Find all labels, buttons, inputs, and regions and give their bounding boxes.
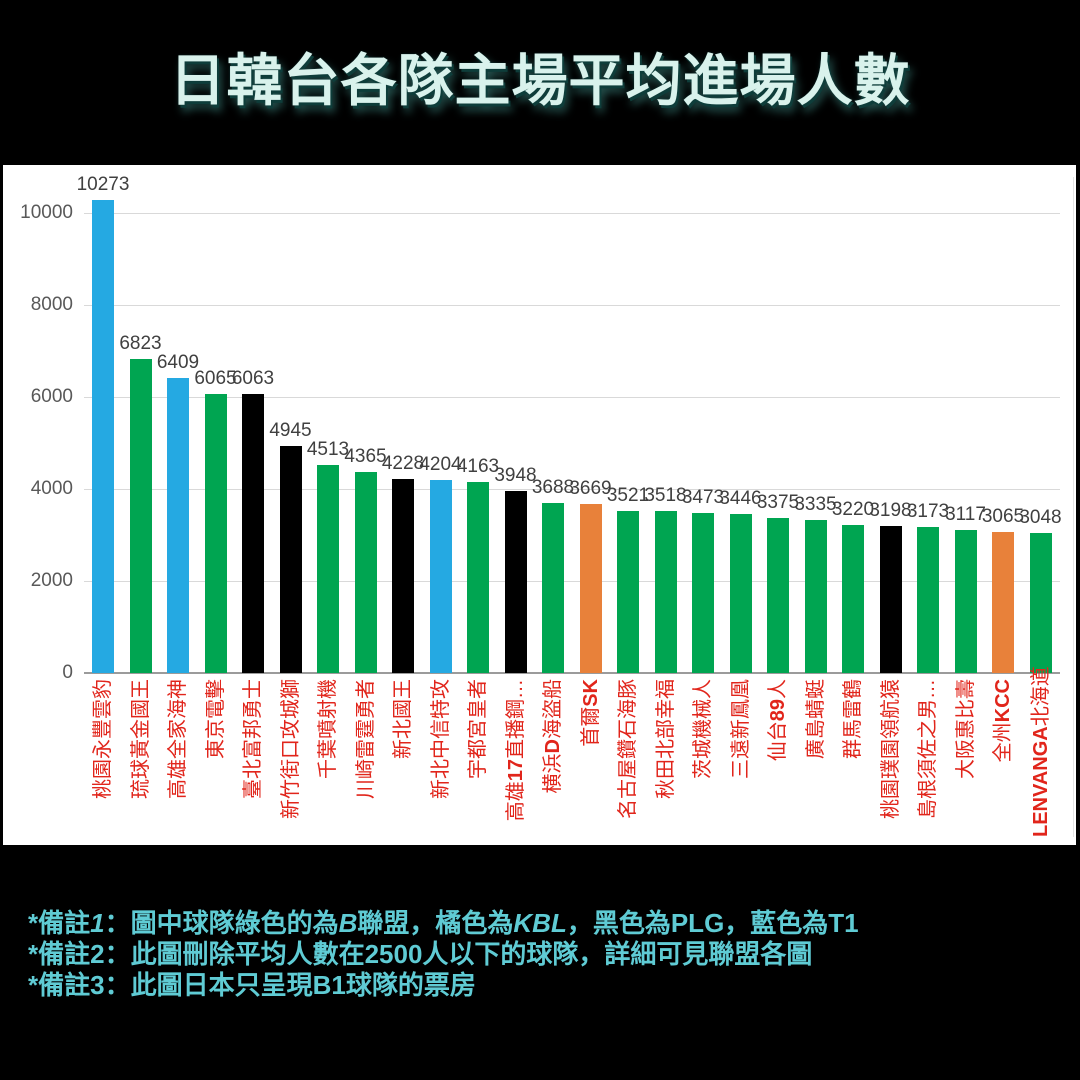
bar-value-label: 3688: [531, 477, 575, 498]
page-title: 日韓台各隊主場平均進場人數: [169, 49, 911, 112]
bar-value-label: 3518: [644, 485, 687, 506]
bar-value-label: 4365: [344, 446, 387, 467]
category-label: 新北中信特攻: [429, 679, 452, 799]
plot-right-border: [1073, 177, 1074, 837]
bar-t1: [92, 200, 114, 673]
category-label: 新竹街口攻城獅: [279, 679, 302, 819]
bar-value-label: 4228: [381, 453, 425, 474]
y-axis-tick-label: 0: [62, 662, 73, 683]
bar-value-label: 3375: [756, 492, 800, 513]
bar-b: [954, 530, 977, 673]
y-axis-tick-label: 8000: [30, 294, 73, 315]
bar-b: [1029, 533, 1052, 673]
bar-value-label: 6409: [156, 352, 200, 373]
bar-value-label: 6065: [194, 368, 237, 389]
bar-value-label: 4945: [269, 420, 312, 441]
bar-b: [729, 514, 752, 673]
bar-b: [129, 359, 152, 673]
y-axis-tick-label: 2000: [30, 570, 73, 591]
bar-b: [542, 503, 564, 673]
category-label: 群馬雷鶴: [842, 679, 864, 759]
bar-b: [692, 513, 714, 673]
bar-b: [804, 520, 827, 673]
bar-b: [467, 482, 489, 673]
y-axis-tick-label: 6000: [30, 386, 73, 407]
gridline: [84, 212, 1060, 214]
bar-value-label: 3198: [869, 500, 912, 521]
bar-b: [842, 525, 864, 673]
gridline: [84, 488, 1060, 490]
bar-value-label: 6063: [231, 368, 275, 389]
bar-plg: [392, 479, 414, 673]
category-label: 高雄全家海神: [167, 679, 189, 799]
bar-value-label: 4513: [306, 439, 350, 460]
category-label: 桃園永豐雲豹: [92, 679, 114, 799]
category-label: 廣島蜻蜓: [804, 679, 827, 759]
gridline: [84, 396, 1060, 398]
category-label: 桃園璞園領航猿: [879, 679, 902, 819]
category-label: 秋田北部幸福: [654, 679, 677, 799]
bar-value-label: 3521: [606, 485, 650, 506]
category-label: 島根須佐之男…: [917, 679, 939, 819]
bar-plg: [504, 491, 527, 673]
bar-value-label: 3669: [569, 478, 612, 499]
bar-plg: [279, 446, 302, 673]
category-label: 大阪惠比壽: [954, 679, 977, 779]
bar-b: [204, 394, 227, 673]
category-label: LENVANGA北海道: [1029, 666, 1052, 837]
category-label: 茨城機械人: [692, 679, 714, 779]
note-line: *備註1：圖中球隊綠色的為B聯盟，橘色為KBL，黑色為PLG，藍色為T1: [28, 908, 859, 938]
category-label: 名古屋鑽石海豚: [617, 679, 639, 819]
bar-value-label: 6823: [119, 333, 162, 354]
bar-value-label: 3117: [945, 504, 986, 525]
bar-value-label: 3220: [831, 499, 875, 520]
bar-value-label: 3473: [681, 487, 725, 508]
bar-chart: 0 2000 4000 6000 8000 10000 10273 桃園永豐雲豹 6823 琉球黃…: [3, 165, 1076, 845]
note-line: *備註3：此圖日本只呈現B1球隊的票房: [28, 970, 476, 1000]
category-label: 宇都宮皇者: [467, 679, 489, 779]
bar-value-label: 3065: [981, 506, 1025, 527]
bar-value-label: 4204: [419, 454, 462, 475]
y-axis-tick-label: 4000: [30, 478, 73, 499]
bar-b: [317, 465, 339, 673]
gridline: [84, 580, 1060, 582]
bar-value-label: 3948: [494, 465, 537, 486]
bar-plg: [879, 526, 902, 673]
bar-b: [767, 518, 789, 673]
bar-b: [617, 511, 639, 673]
bar-value-label: 3173: [906, 501, 950, 522]
bar-value-label: 3446: [719, 488, 762, 509]
bar-b: [654, 511, 677, 673]
bar-kbl: [992, 532, 1014, 673]
bar-b: [354, 472, 377, 673]
category-label: 三遠新鳳凰: [729, 679, 752, 779]
note-line: *備註2：此圖刪除平均人數在2500人以下的球隊，詳細可見聯盟各圖: [28, 939, 813, 969]
category-label: 琉球黃金國王: [129, 679, 152, 799]
bar-t1: [429, 480, 452, 673]
category-label: 高雄17直播鋼…: [504, 679, 527, 822]
bar-value-label: 4163: [456, 456, 500, 477]
bar-kbl: [579, 504, 602, 673]
y-axis-tick-label: 10000: [20, 202, 73, 223]
gridline: [84, 304, 1060, 306]
category-label: 川崎雷霆勇者: [354, 679, 377, 799]
footnotes: *備註1：圖中球隊綠色的為B聯盟，橘色為KBL，黑色為PLG，藍色為T1 *備註2…: [28, 908, 859, 1001]
bar-value-label: 3335: [794, 494, 837, 515]
category-label: 仙台89人: [767, 679, 789, 762]
bar-value-label: 10273: [76, 174, 130, 195]
bar-plg: [242, 394, 264, 673]
category-label: 新北國王: [392, 679, 414, 759]
bar-value-label: 3048: [1019, 507, 1062, 528]
category-label: 首爾SK: [579, 679, 602, 747]
category-label: 横浜D海盜船: [542, 679, 564, 794]
bar-t1: [167, 378, 189, 673]
bar-b: [917, 527, 939, 673]
category-label: 千葉噴射機: [317, 679, 339, 779]
category-label: 臺北富邦勇士: [242, 679, 264, 799]
category-label: 全州KCC: [992, 679, 1014, 763]
x-axis-line: [84, 672, 1060, 674]
category-label: 東京電擊: [204, 679, 227, 759]
